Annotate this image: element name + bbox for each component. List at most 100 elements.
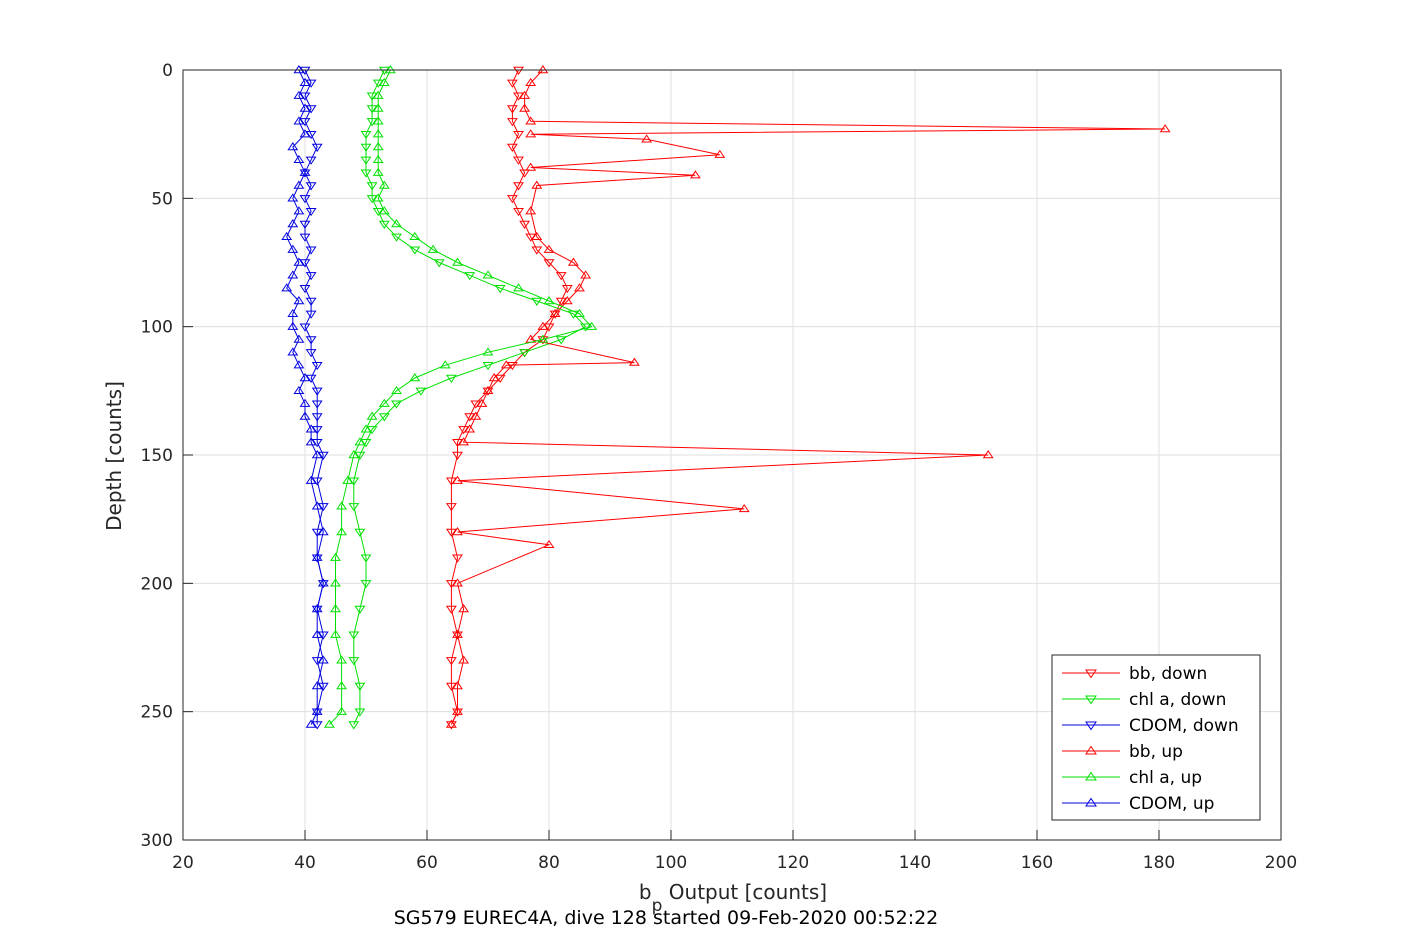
series-cdom-down: [299, 66, 329, 730]
series-chl-a-down: [348, 66, 592, 730]
data-point: [299, 233, 311, 242]
data-point: [488, 373, 500, 382]
data-point: [311, 413, 323, 422]
x-tick-label: 120: [777, 853, 809, 873]
data-point: [555, 336, 567, 345]
data-point: [317, 527, 329, 536]
data-point: [482, 385, 494, 395]
data-point: [543, 259, 555, 268]
data-point: [452, 527, 463, 536]
data-point: [360, 554, 372, 563]
data-point: [689, 170, 701, 179]
series-bb-down: [445, 66, 573, 730]
x-tick-label: 200: [1265, 853, 1297, 873]
data-point: [299, 103, 311, 112]
data-point: [348, 477, 360, 486]
data-point: [555, 297, 567, 306]
data-point: [513, 283, 524, 292]
data-point: [543, 539, 555, 549]
data-point: [366, 411, 378, 420]
x-axis-label-base: b: [639, 880, 652, 904]
data-point: [293, 206, 305, 215]
data-point: [452, 554, 463, 563]
data-point: [445, 503, 457, 512]
data-point: [531, 180, 543, 189]
legend-label: CDOM, up: [1129, 794, 1214, 814]
data-point: [293, 360, 305, 369]
data-point: [476, 398, 488, 407]
data-point: [360, 438, 372, 448]
data-point: [525, 233, 537, 242]
data-point: [464, 272, 476, 281]
y-tick-label: 50: [151, 189, 173, 209]
data-point: [482, 361, 494, 371]
legend-label: bb, up: [1129, 742, 1183, 762]
legend-marker: [1085, 797, 1097, 807]
data-point: [287, 219, 299, 228]
legend-marker: [1085, 695, 1097, 705]
data-point: [299, 398, 311, 407]
data-point: [317, 451, 329, 460]
data-point: [354, 682, 366, 691]
data-point: [287, 321, 299, 330]
data-point: [354, 528, 366, 537]
y-tick-label: 200: [141, 574, 173, 594]
data-point: [452, 475, 463, 484]
data-point: [543, 323, 555, 332]
data-point: [366, 118, 378, 127]
data-point: [445, 374, 457, 383]
data-point: [348, 657, 360, 666]
data-point: [299, 373, 311, 382]
data-point: [494, 284, 506, 294]
data-point: [366, 92, 378, 101]
data-point: [311, 426, 323, 435]
data-point: [360, 143, 372, 152]
data-point: [317, 682, 329, 691]
data-point: [531, 246, 543, 255]
x-tick-label: 140: [899, 853, 931, 873]
y-tick-label: 250: [141, 703, 173, 723]
data-point: [445, 657, 457, 666]
data-point: [445, 719, 457, 728]
data-point: [305, 79, 317, 88]
data-point: [372, 193, 384, 202]
data-point: [293, 154, 305, 164]
y-tick-label: 0: [162, 61, 173, 81]
data-point: [360, 580, 372, 589]
data-point: [372, 116, 384, 125]
data-point: [391, 219, 402, 228]
data-point: [330, 578, 341, 587]
data-point: [555, 272, 567, 281]
data-point: [525, 206, 537, 215]
data-point: [506, 195, 518, 204]
data-point: [360, 130, 372, 140]
data-point: [464, 413, 476, 422]
data-point: [391, 385, 402, 395]
data-point: [549, 308, 561, 318]
data-point: [531, 297, 543, 306]
x-tick-label: 100: [655, 853, 687, 873]
x-tick-label: 20: [172, 853, 194, 873]
data-point: [348, 450, 360, 459]
legend-label: chl a, up: [1129, 768, 1202, 788]
data-point: [372, 103, 384, 112]
data-point: [299, 118, 311, 127]
data-point: [641, 134, 653, 143]
data-point: [519, 103, 531, 112]
data-point: [391, 233, 402, 242]
data-point: [384, 65, 396, 74]
legend-label: chl a, down: [1129, 690, 1226, 710]
data-point: [525, 116, 537, 125]
series-group: [281, 65, 1171, 730]
data-point: [287, 347, 299, 356]
data-point: [342, 475, 354, 484]
data-point: [299, 259, 311, 268]
data-point: [317, 578, 329, 587]
data-point: [317, 503, 329, 512]
data-point: [519, 90, 531, 99]
data-point: [311, 477, 323, 486]
data-point: [452, 706, 463, 715]
series-chl-a-up: [323, 65, 598, 728]
data-point: [500, 360, 512, 369]
data-point: [561, 296, 573, 305]
